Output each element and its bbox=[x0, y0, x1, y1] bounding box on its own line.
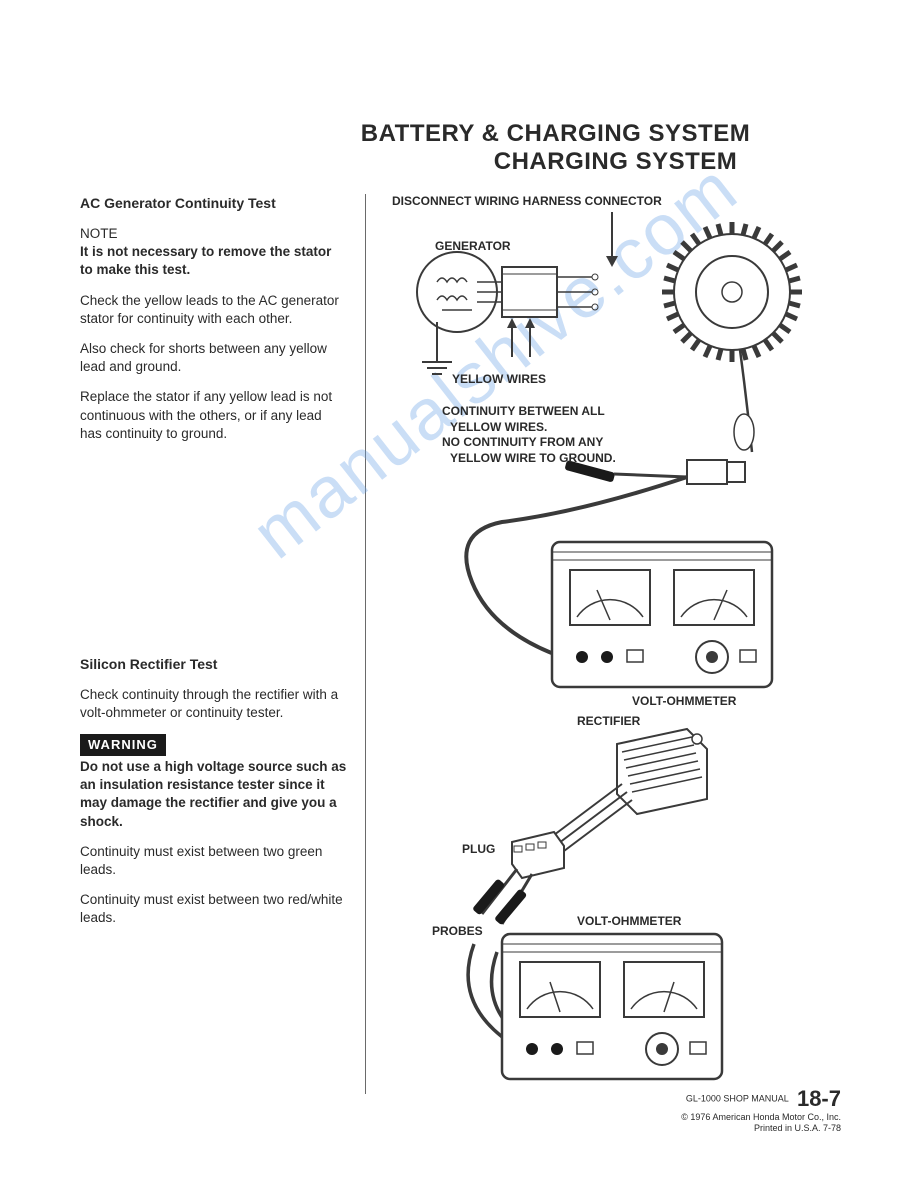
continuity-l1: CONTINUITY BETWEEN ALL bbox=[442, 404, 616, 420]
title-line2: CHARGING SYSTEM bbox=[380, 148, 851, 176]
note-label: NOTE bbox=[80, 225, 347, 243]
rectifier-label: RECTIFIER bbox=[577, 714, 640, 728]
generator-diagram-svg bbox=[382, 212, 842, 722]
continuity-l3: NO CONTINUITY FROM ANY bbox=[442, 435, 616, 451]
note-text: It is not necessary to remove the stator… bbox=[80, 244, 331, 277]
para-check-shorts: Also check for shorts between any yellow… bbox=[80, 340, 347, 376]
plug-label: PLUG bbox=[462, 842, 495, 856]
continuity-l4: YELLOW WIRE TO GROUND. bbox=[442, 451, 616, 467]
meter2-label: VOLT-OHMMETER bbox=[577, 914, 681, 928]
generator-label: GENERATOR bbox=[435, 239, 511, 253]
warning-label: WARNING bbox=[80, 734, 166, 756]
para-replace-stator: Replace the stator if any yellow lead is… bbox=[80, 388, 347, 443]
meter1-label: VOLT-OHMMETER bbox=[632, 694, 736, 708]
footer-l3: Printed in U.S.A. 7-78 bbox=[754, 1123, 841, 1133]
title-line1: BATTERY & CHARGING SYSTEM bbox=[260, 120, 851, 148]
page-number: 18-7 bbox=[797, 1086, 841, 1111]
continuity-l2: YELLOW WIRES. bbox=[442, 420, 616, 436]
para-redwhite-leads: Continuity must exist between two red/wh… bbox=[80, 891, 347, 927]
warning-text: Do not use a high voltage source such as… bbox=[80, 758, 347, 831]
disconnect-label: DISCONNECT WIRING HARNESS CONNECTOR bbox=[392, 194, 662, 208]
title-block: BATTERY & CHARGING SYSTEM CHARGING SYSTE… bbox=[260, 120, 851, 176]
left-column: AC Generator Continuity Test NOTE It is … bbox=[80, 194, 365, 1094]
rectifier-diagram-svg bbox=[402, 714, 842, 1084]
section2-heading: Silicon Rectifier Test bbox=[80, 655, 347, 674]
column-divider bbox=[365, 194, 366, 1094]
para-check-yellow: Check the yellow leads to the AC generat… bbox=[80, 292, 347, 328]
continuity-text: CONTINUITY BETWEEN ALL YELLOW WIRES. NO … bbox=[442, 404, 616, 466]
diagram-generator-test: DISCONNECT WIRING HARNESS CONNECTOR bbox=[382, 194, 851, 714]
diagram-rectifier-test: RECTIFIER PLUG PROBES VOLT-OHMMETER bbox=[382, 714, 851, 1094]
right-column: DISCONNECT WIRING HARNESS CONNECTOR bbox=[374, 194, 851, 1094]
section1-heading: AC Generator Continuity Test bbox=[80, 194, 347, 213]
para-check-rectifier: Check continuity through the rectifier w… bbox=[80, 686, 347, 722]
footer-l1: GL-1000 SHOP MANUAL bbox=[686, 1094, 789, 1104]
probes-label: PROBES bbox=[432, 924, 483, 938]
yellow-wires-label: YELLOW WIRES bbox=[452, 372, 546, 386]
footer-l2: © 1976 American Honda Motor Co., Inc. bbox=[681, 1112, 841, 1122]
page-footer: GL-1000 SHOP MANUAL 18-7 © 1976 American… bbox=[681, 1086, 841, 1134]
para-green-leads: Continuity must exist between two green … bbox=[80, 843, 347, 879]
